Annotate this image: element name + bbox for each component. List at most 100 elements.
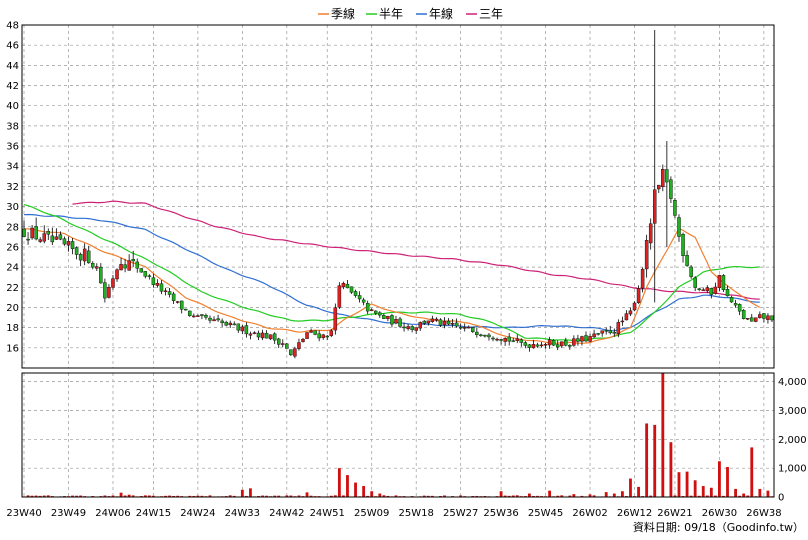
volume-bar [382, 495, 386, 497]
candle-body [612, 332, 617, 334]
candle-body [281, 343, 285, 345]
candle-body [99, 266, 103, 284]
price-tick-label: 46 [6, 41, 19, 52]
candle-body [446, 320, 451, 325]
volume-bar [196, 495, 200, 497]
volume-bar [527, 493, 531, 497]
candle-body [503, 337, 507, 342]
volume-tick-label: 3,000 [778, 406, 807, 417]
candle-body [285, 343, 289, 349]
volume-bar [79, 495, 83, 497]
candle-body [701, 289, 705, 291]
time-tick-label: 25W27 [443, 508, 478, 519]
volume-bar [701, 486, 705, 497]
candle-body [414, 327, 418, 331]
volume-tick-label: 0 [778, 493, 784, 504]
candle-body [507, 336, 511, 342]
candle-body [560, 341, 564, 347]
candle-body [50, 235, 55, 243]
volume-bar [673, 495, 677, 497]
time-tick-label: 23W49 [51, 508, 86, 519]
candle-body [200, 314, 204, 316]
price-tick-label: 24 [6, 263, 19, 274]
volume-bar [750, 447, 754, 497]
candle-body [705, 287, 710, 291]
time-tick-label: 24W42 [269, 508, 304, 519]
candle-body [305, 332, 309, 339]
candle-body [374, 310, 378, 314]
candle-body [131, 259, 135, 262]
candle-body [471, 327, 475, 332]
candle-body [127, 260, 131, 271]
volume-bar [75, 495, 78, 497]
volume-bar [738, 495, 742, 497]
candle-body [58, 234, 63, 240]
candle-body [584, 335, 588, 342]
candle-body [665, 169, 669, 183]
candle-body [179, 300, 184, 310]
price-panel-frame [21, 24, 775, 369]
candle-body [317, 333, 321, 339]
volume-bar [244, 495, 248, 497]
price-tick-label: 36 [6, 142, 19, 153]
candle-body [636, 288, 641, 303]
volume-bar [742, 493, 746, 497]
candle-body [677, 217, 681, 237]
candle-body [38, 239, 42, 242]
candle-body [426, 320, 431, 324]
legend-label: 半年 [379, 7, 403, 21]
candle-body [729, 296, 734, 303]
volume-bar [228, 495, 232, 497]
candle-body [454, 322, 459, 327]
candle-body [539, 344, 544, 347]
time-tick-label: 26W02 [572, 508, 607, 519]
candle-body [648, 223, 653, 244]
candle-body [139, 268, 144, 273]
candle-body [657, 184, 661, 190]
volume-bar [548, 490, 552, 497]
candle-body [171, 293, 176, 301]
volume-tick-label: 2,000 [778, 435, 807, 446]
volume-bar [568, 495, 572, 497]
volume-bar [645, 423, 649, 497]
candle-body [62, 238, 67, 245]
volume-bar [261, 495, 264, 497]
candle-body [155, 283, 160, 286]
chart-axes [21, 24, 775, 498]
candle-body [167, 291, 172, 295]
candle-body [495, 338, 499, 341]
candle-body [135, 261, 139, 269]
volume-bar [200, 495, 204, 497]
volume-bar [669, 442, 673, 497]
time-tick-label: 25W09 [354, 508, 389, 519]
volume-bar [572, 494, 576, 497]
volume-bar [342, 495, 345, 497]
candle-body [745, 318, 750, 320]
volume-bar [131, 495, 135, 497]
candle-body [628, 310, 633, 315]
candle-body [107, 287, 111, 298]
volume-bar [354, 482, 357, 497]
volume-bar [426, 495, 430, 497]
candle-body [212, 319, 216, 322]
candle-body [264, 332, 269, 339]
volume-bar [362, 486, 366, 497]
time-tick-label: 26W12 [617, 508, 652, 519]
candle-body [268, 334, 273, 340]
candle-body [163, 290, 168, 292]
candle-body [462, 327, 467, 329]
volume-bar [689, 495, 693, 497]
ma-three-year-line [72, 200, 760, 300]
volume-bar [188, 495, 192, 497]
ma-quarter-line [23, 227, 761, 344]
candle-body [527, 344, 532, 348]
candle-body [673, 200, 677, 216]
candle-body [697, 288, 701, 290]
volume-bar [612, 493, 616, 497]
candle-body [123, 264, 127, 269]
candle-body [349, 286, 354, 293]
candle-body [592, 333, 596, 338]
candle-body [313, 330, 317, 335]
candle-body [159, 283, 164, 292]
candle-body [357, 295, 362, 300]
